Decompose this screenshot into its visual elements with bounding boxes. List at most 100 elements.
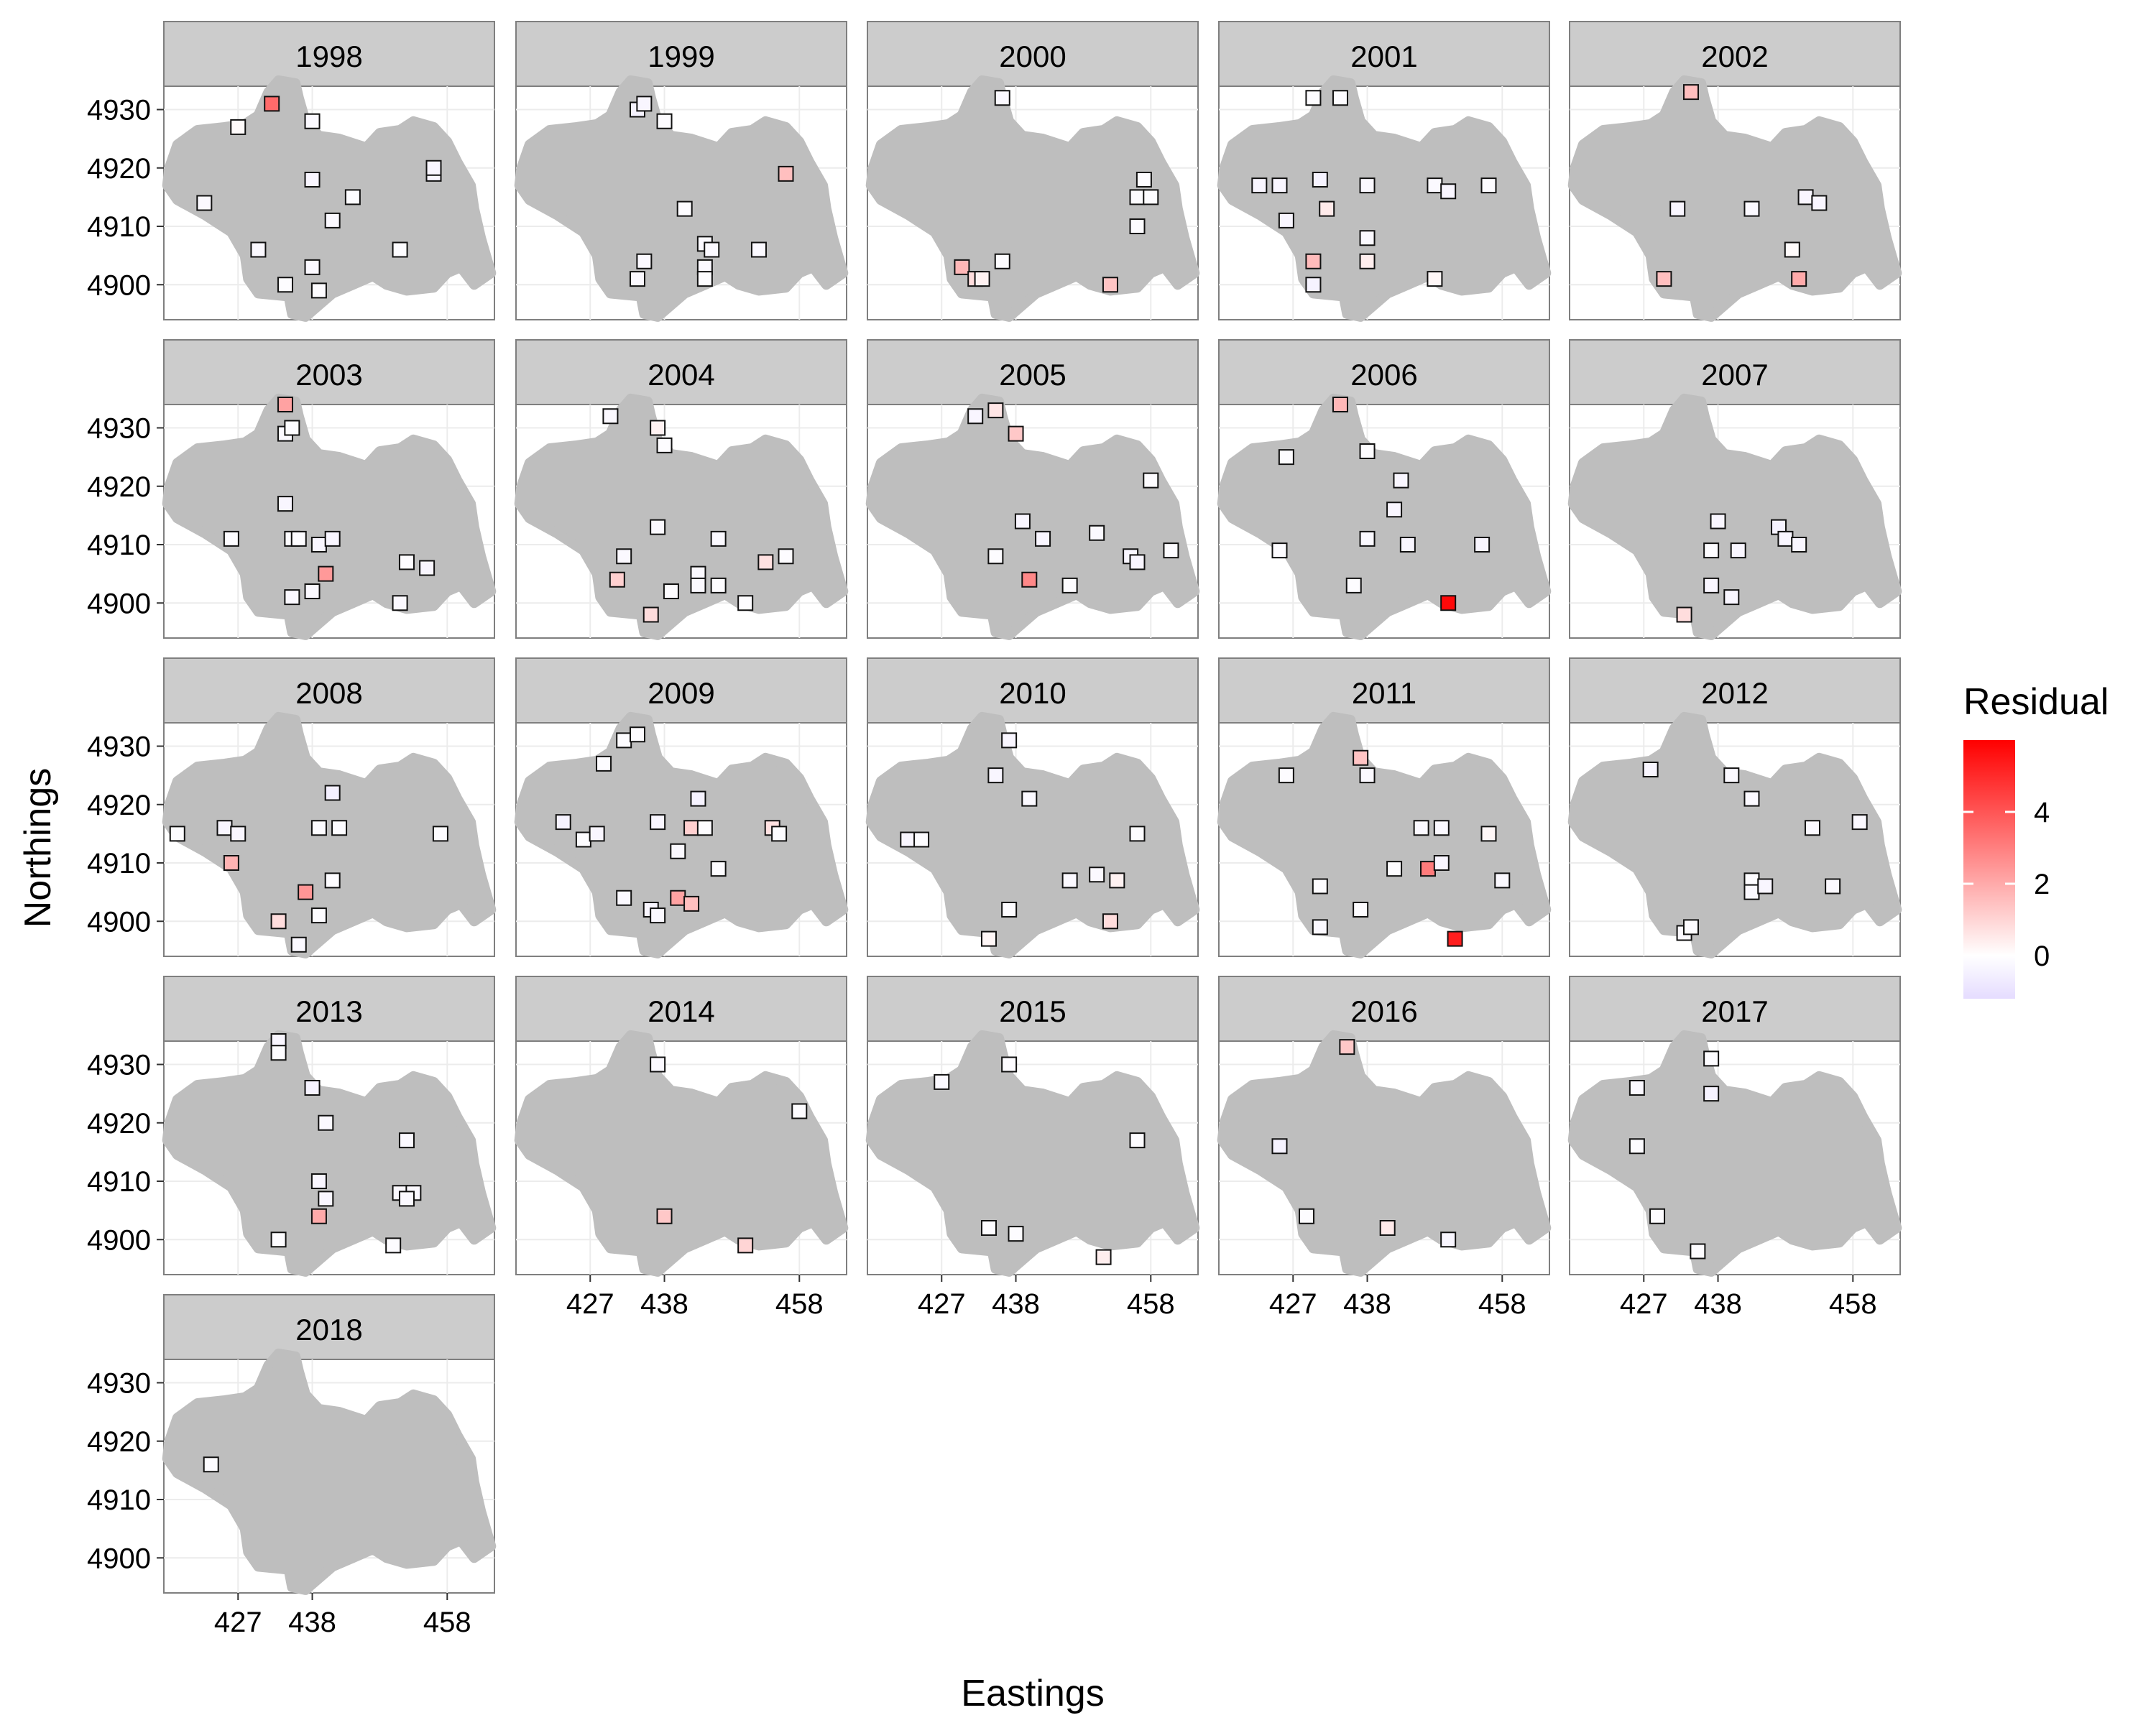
y-tick-label: 4900 — [87, 269, 151, 301]
residual-point — [1628, 1138, 1645, 1155]
residual-point — [1129, 189, 1146, 205]
residual-point — [1427, 177, 1443, 194]
y-tick-label: 4910 — [87, 530, 151, 561]
residual-point — [1399, 537, 1416, 553]
facet-strip — [515, 21, 847, 87]
residual-point — [683, 895, 700, 912]
y-tick-label: 4900 — [87, 1543, 151, 1574]
residual-point — [1723, 767, 1740, 784]
study-region — [1217, 75, 1552, 322]
residual-point — [934, 1073, 950, 1090]
residual-point — [994, 253, 1010, 269]
facet-strip — [867, 976, 1199, 1042]
facet-panel: 2013 4930 4920 4910 4900 — [87, 976, 497, 1277]
legend-title: Residual — [1963, 681, 2109, 723]
residual-point — [771, 826, 788, 842]
residual-point — [1777, 530, 1794, 547]
residual-point — [1359, 177, 1376, 194]
study-region — [162, 75, 497, 322]
residual-point — [737, 595, 754, 611]
x-tick-label: 438 — [288, 1607, 336, 1638]
residual-point — [650, 519, 666, 535]
residual-point — [1703, 542, 1720, 559]
facet-strip-label: 2009 — [648, 676, 714, 710]
facet-panel: 2003 4930 4920 4910 4900 — [87, 339, 497, 640]
residual-point — [203, 1456, 219, 1473]
residual-point — [392, 241, 408, 258]
residual-point — [575, 831, 591, 848]
residual-point — [555, 814, 571, 831]
residual-point — [670, 890, 686, 906]
study-region — [514, 75, 849, 322]
residual-point — [676, 200, 693, 217]
y-tick-label: 4930 — [87, 95, 151, 126]
residual-point — [196, 195, 213, 211]
residual-point — [602, 408, 619, 425]
residual-point — [987, 402, 1004, 419]
residual-point — [1089, 525, 1105, 541]
x-tick-label: 458 — [1478, 1288, 1526, 1320]
study-region — [514, 711, 849, 958]
residual-point — [304, 259, 321, 275]
residual-point — [284, 589, 300, 606]
residual-point — [1305, 253, 1322, 269]
facet-strip — [163, 976, 495, 1042]
facet-strip — [867, 339, 1199, 405]
residual-point — [1109, 872, 1125, 889]
residual-point — [310, 820, 327, 836]
residual-point — [1129, 1132, 1146, 1149]
legend-tick-label: 0 — [2034, 941, 2050, 972]
residual-point — [636, 96, 653, 112]
residual-point — [1102, 277, 1118, 293]
residual-point — [1386, 861, 1403, 877]
x-tick-label: 438 — [640, 1288, 688, 1320]
residual-point — [1480, 826, 1497, 842]
x-tick-label: 458 — [1127, 1288, 1175, 1320]
residual-point — [1703, 1086, 1720, 1102]
y-tick-label: 4930 — [87, 1050, 151, 1081]
study-region — [162, 1348, 497, 1595]
residual-point — [1703, 1050, 1720, 1067]
residual-point — [1480, 177, 1497, 194]
x-tick-label: 427 — [918, 1288, 966, 1320]
y-tick-label: 4910 — [87, 1484, 151, 1516]
residual-point — [616, 548, 632, 565]
residual-point — [304, 1080, 321, 1096]
residual-point — [1743, 200, 1760, 217]
facet-panel: 2004 — [514, 339, 849, 640]
residual-point — [277, 277, 293, 293]
residual-point — [974, 271, 990, 287]
facet-strip-label: 2016 — [1350, 994, 1417, 1028]
residual-point — [609, 571, 625, 588]
facet-strip — [1569, 976, 1901, 1042]
residual-point — [1312, 172, 1328, 188]
residual-point — [1359, 443, 1376, 459]
x-tick-label: 458 — [775, 1288, 824, 1320]
residual-point — [1676, 606, 1692, 623]
residual-point — [230, 826, 247, 842]
y-tick-label: 4900 — [87, 588, 151, 619]
residual-point — [1359, 767, 1376, 784]
residual-point — [398, 1191, 415, 1207]
residual-point — [1332, 397, 1348, 412]
residual-point — [1319, 200, 1335, 217]
facet-panel: 2009 — [514, 657, 849, 958]
residual-point — [1332, 90, 1348, 106]
residual-point — [1440, 183, 1457, 200]
facet-strip — [515, 339, 847, 405]
facet-strip — [867, 21, 1199, 87]
residual-point — [589, 826, 605, 842]
study-region — [865, 393, 1200, 640]
residual-point — [616, 890, 632, 906]
residual-point — [250, 241, 267, 258]
facet-panel: 2016 427 438 458 — [1217, 976, 1552, 1320]
residual-point — [704, 241, 720, 258]
facet-strip-label: 2013 — [295, 994, 362, 1028]
residual-point — [1014, 513, 1031, 530]
residual-point — [987, 767, 1004, 784]
residual-point — [277, 496, 293, 512]
residual-point — [994, 90, 1010, 106]
residual-point — [1359, 530, 1376, 547]
residual-point — [304, 113, 321, 129]
